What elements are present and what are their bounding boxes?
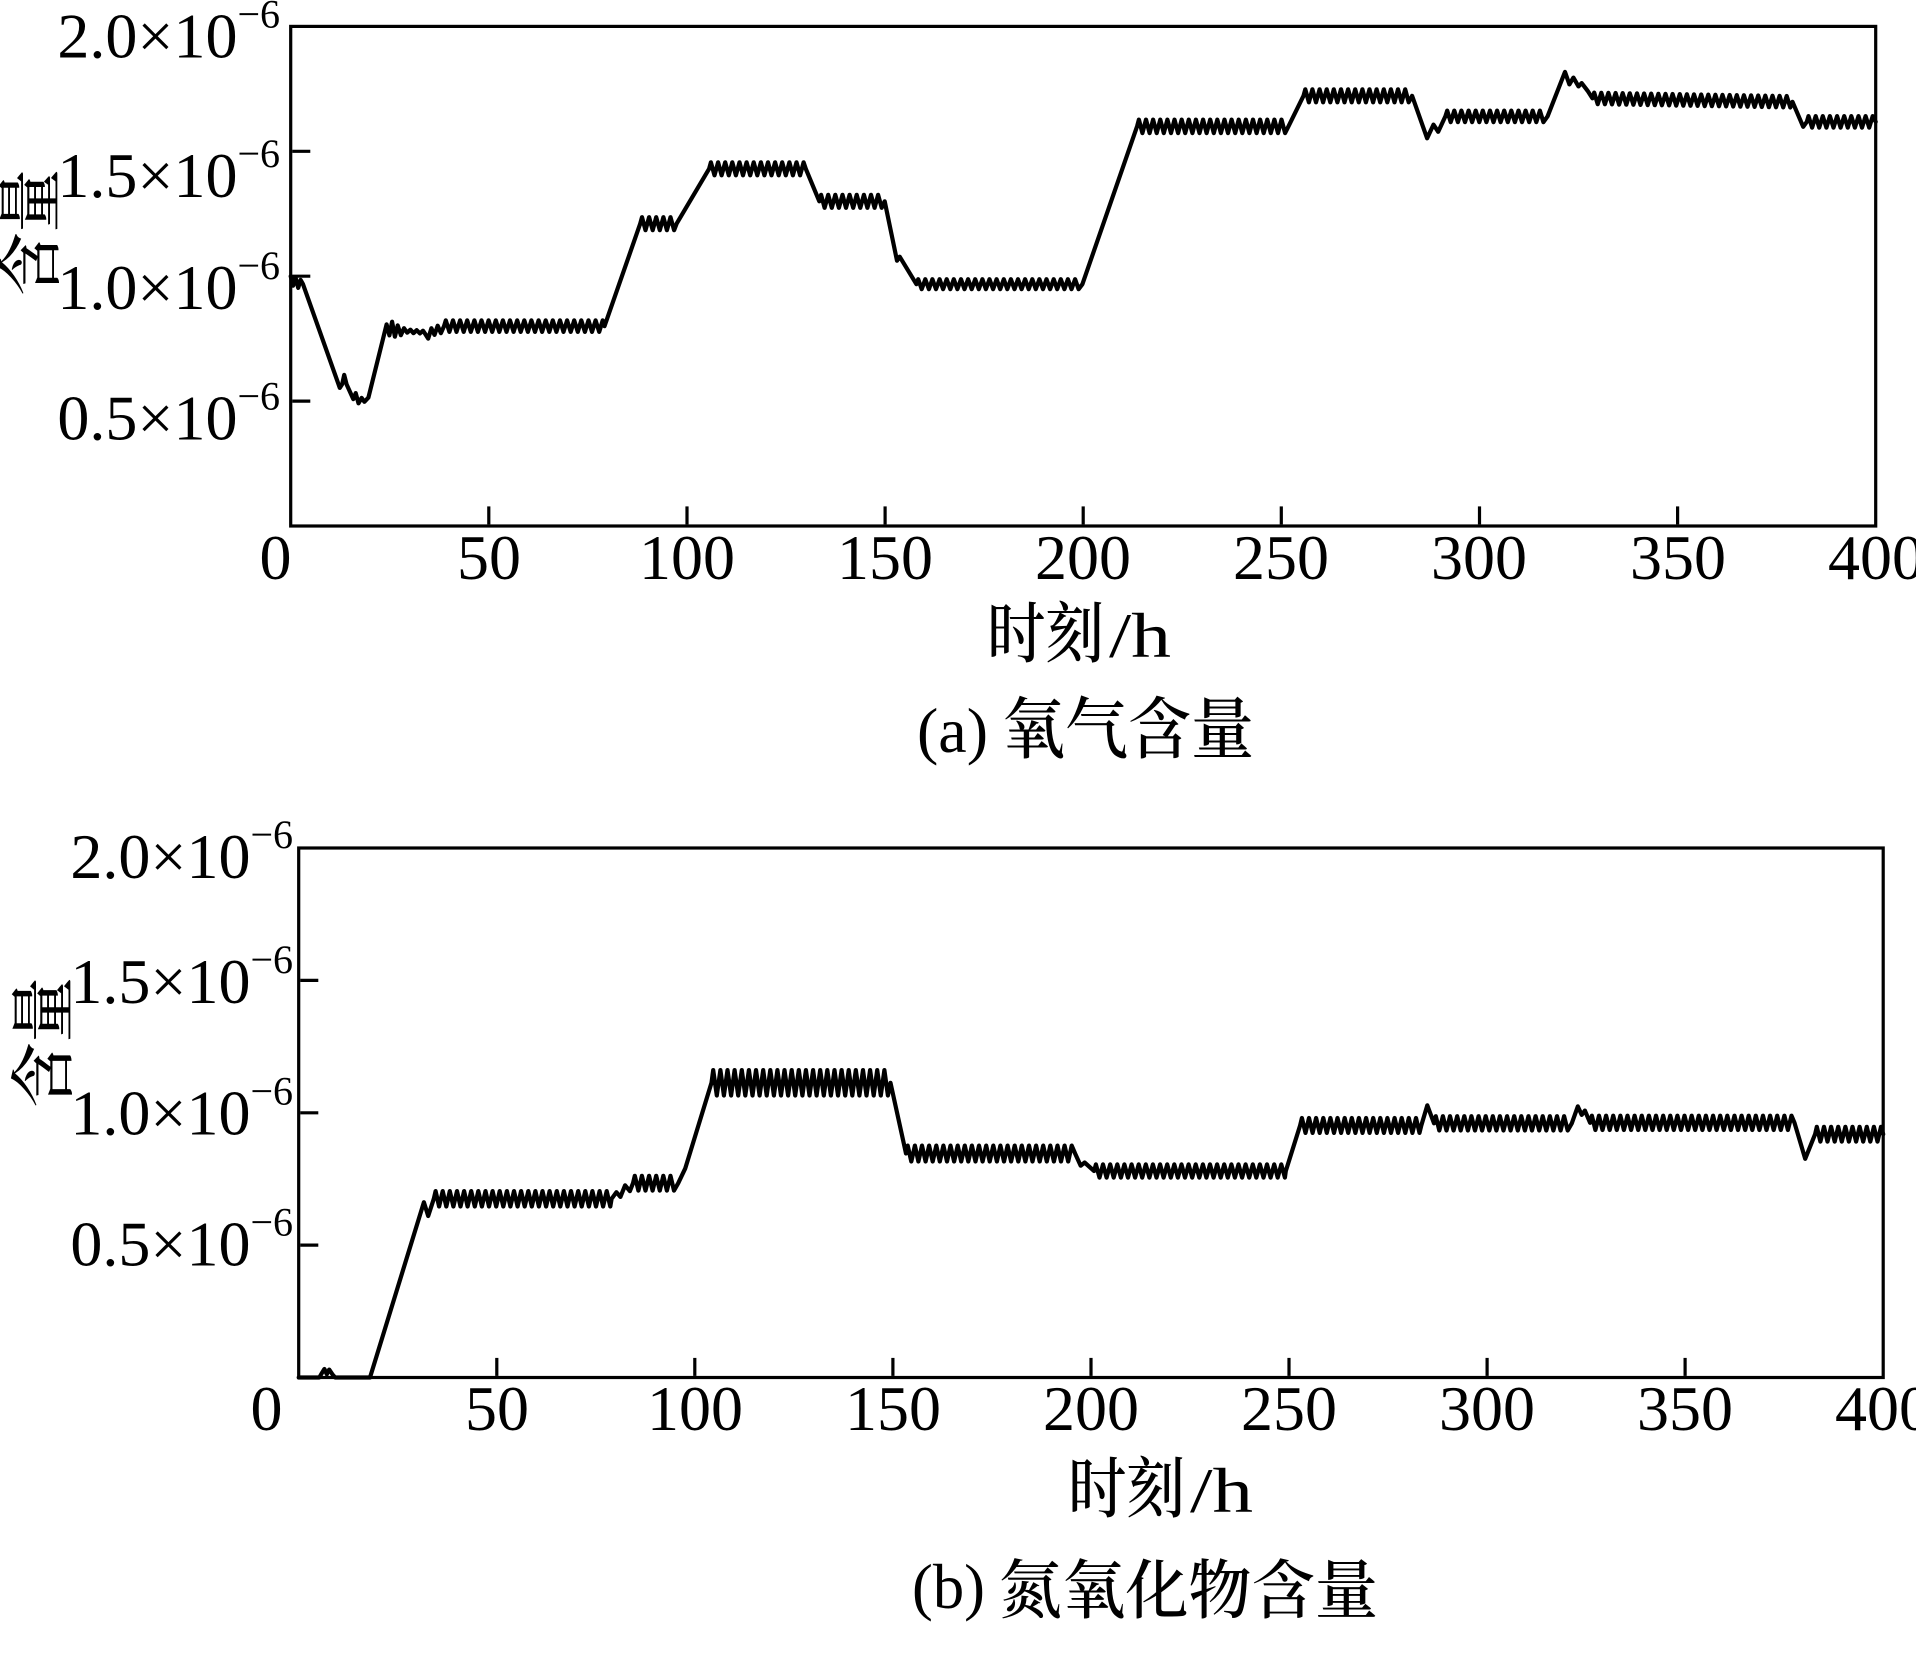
- svg-text:氧气含量: 氧气含量: [1002, 676, 1254, 773]
- svg-text:0: 0: [260, 522, 292, 593]
- svg-text:时刻: 时刻: [1068, 1436, 1185, 1532]
- svg-text:2.0×10−6: 2.0×10−6: [70, 812, 293, 892]
- svg-text:0.5×10−6: 0.5×10−6: [70, 1200, 293, 1280]
- svg-text:100: 100: [639, 522, 735, 593]
- svg-text:(a): (a): [917, 695, 988, 766]
- svg-text:200: 200: [1035, 522, 1131, 593]
- svg-text:300: 300: [1439, 1373, 1535, 1444]
- svg-text:200: 200: [1043, 1373, 1139, 1444]
- svg-text:/h: /h: [1109, 600, 1171, 671]
- svg-text:350: 350: [1630, 522, 1726, 593]
- svg-text:含量: 含量: [0, 977, 86, 1108]
- svg-text:氮氧化物含量: 氮氧化物含量: [999, 1538, 1378, 1632]
- svg-text:250: 250: [1233, 522, 1329, 593]
- svg-text:1.5×10−6: 1.5×10−6: [57, 131, 280, 211]
- svg-text:/h: /h: [1190, 1455, 1253, 1526]
- svg-text:400: 400: [1835, 1373, 1916, 1444]
- svg-text:1.5×10−6: 1.5×10−6: [70, 937, 293, 1017]
- svg-text:50: 50: [465, 1373, 529, 1444]
- svg-text:含量: 含量: [0, 169, 73, 296]
- svg-text:0.5×10−6: 0.5×10−6: [57, 374, 280, 454]
- svg-text:300: 300: [1431, 522, 1527, 593]
- svg-text:50: 50: [457, 522, 521, 593]
- svg-text:150: 150: [845, 1373, 941, 1444]
- svg-text:2.0×10−6: 2.0×10−6: [57, 0, 280, 72]
- svg-text:250: 250: [1241, 1373, 1337, 1444]
- svg-text:0: 0: [251, 1373, 283, 1444]
- svg-text:1.0×10−6: 1.0×10−6: [70, 1069, 293, 1149]
- svg-text:100: 100: [647, 1373, 743, 1444]
- svg-text:(b): (b): [912, 1551, 985, 1622]
- svg-text:400: 400: [1828, 522, 1916, 593]
- svg-text:1.0×10−6: 1.0×10−6: [57, 243, 280, 323]
- svg-text:时刻: 时刻: [987, 581, 1104, 677]
- svg-text:350: 350: [1637, 1373, 1733, 1444]
- svg-text:150: 150: [837, 522, 933, 593]
